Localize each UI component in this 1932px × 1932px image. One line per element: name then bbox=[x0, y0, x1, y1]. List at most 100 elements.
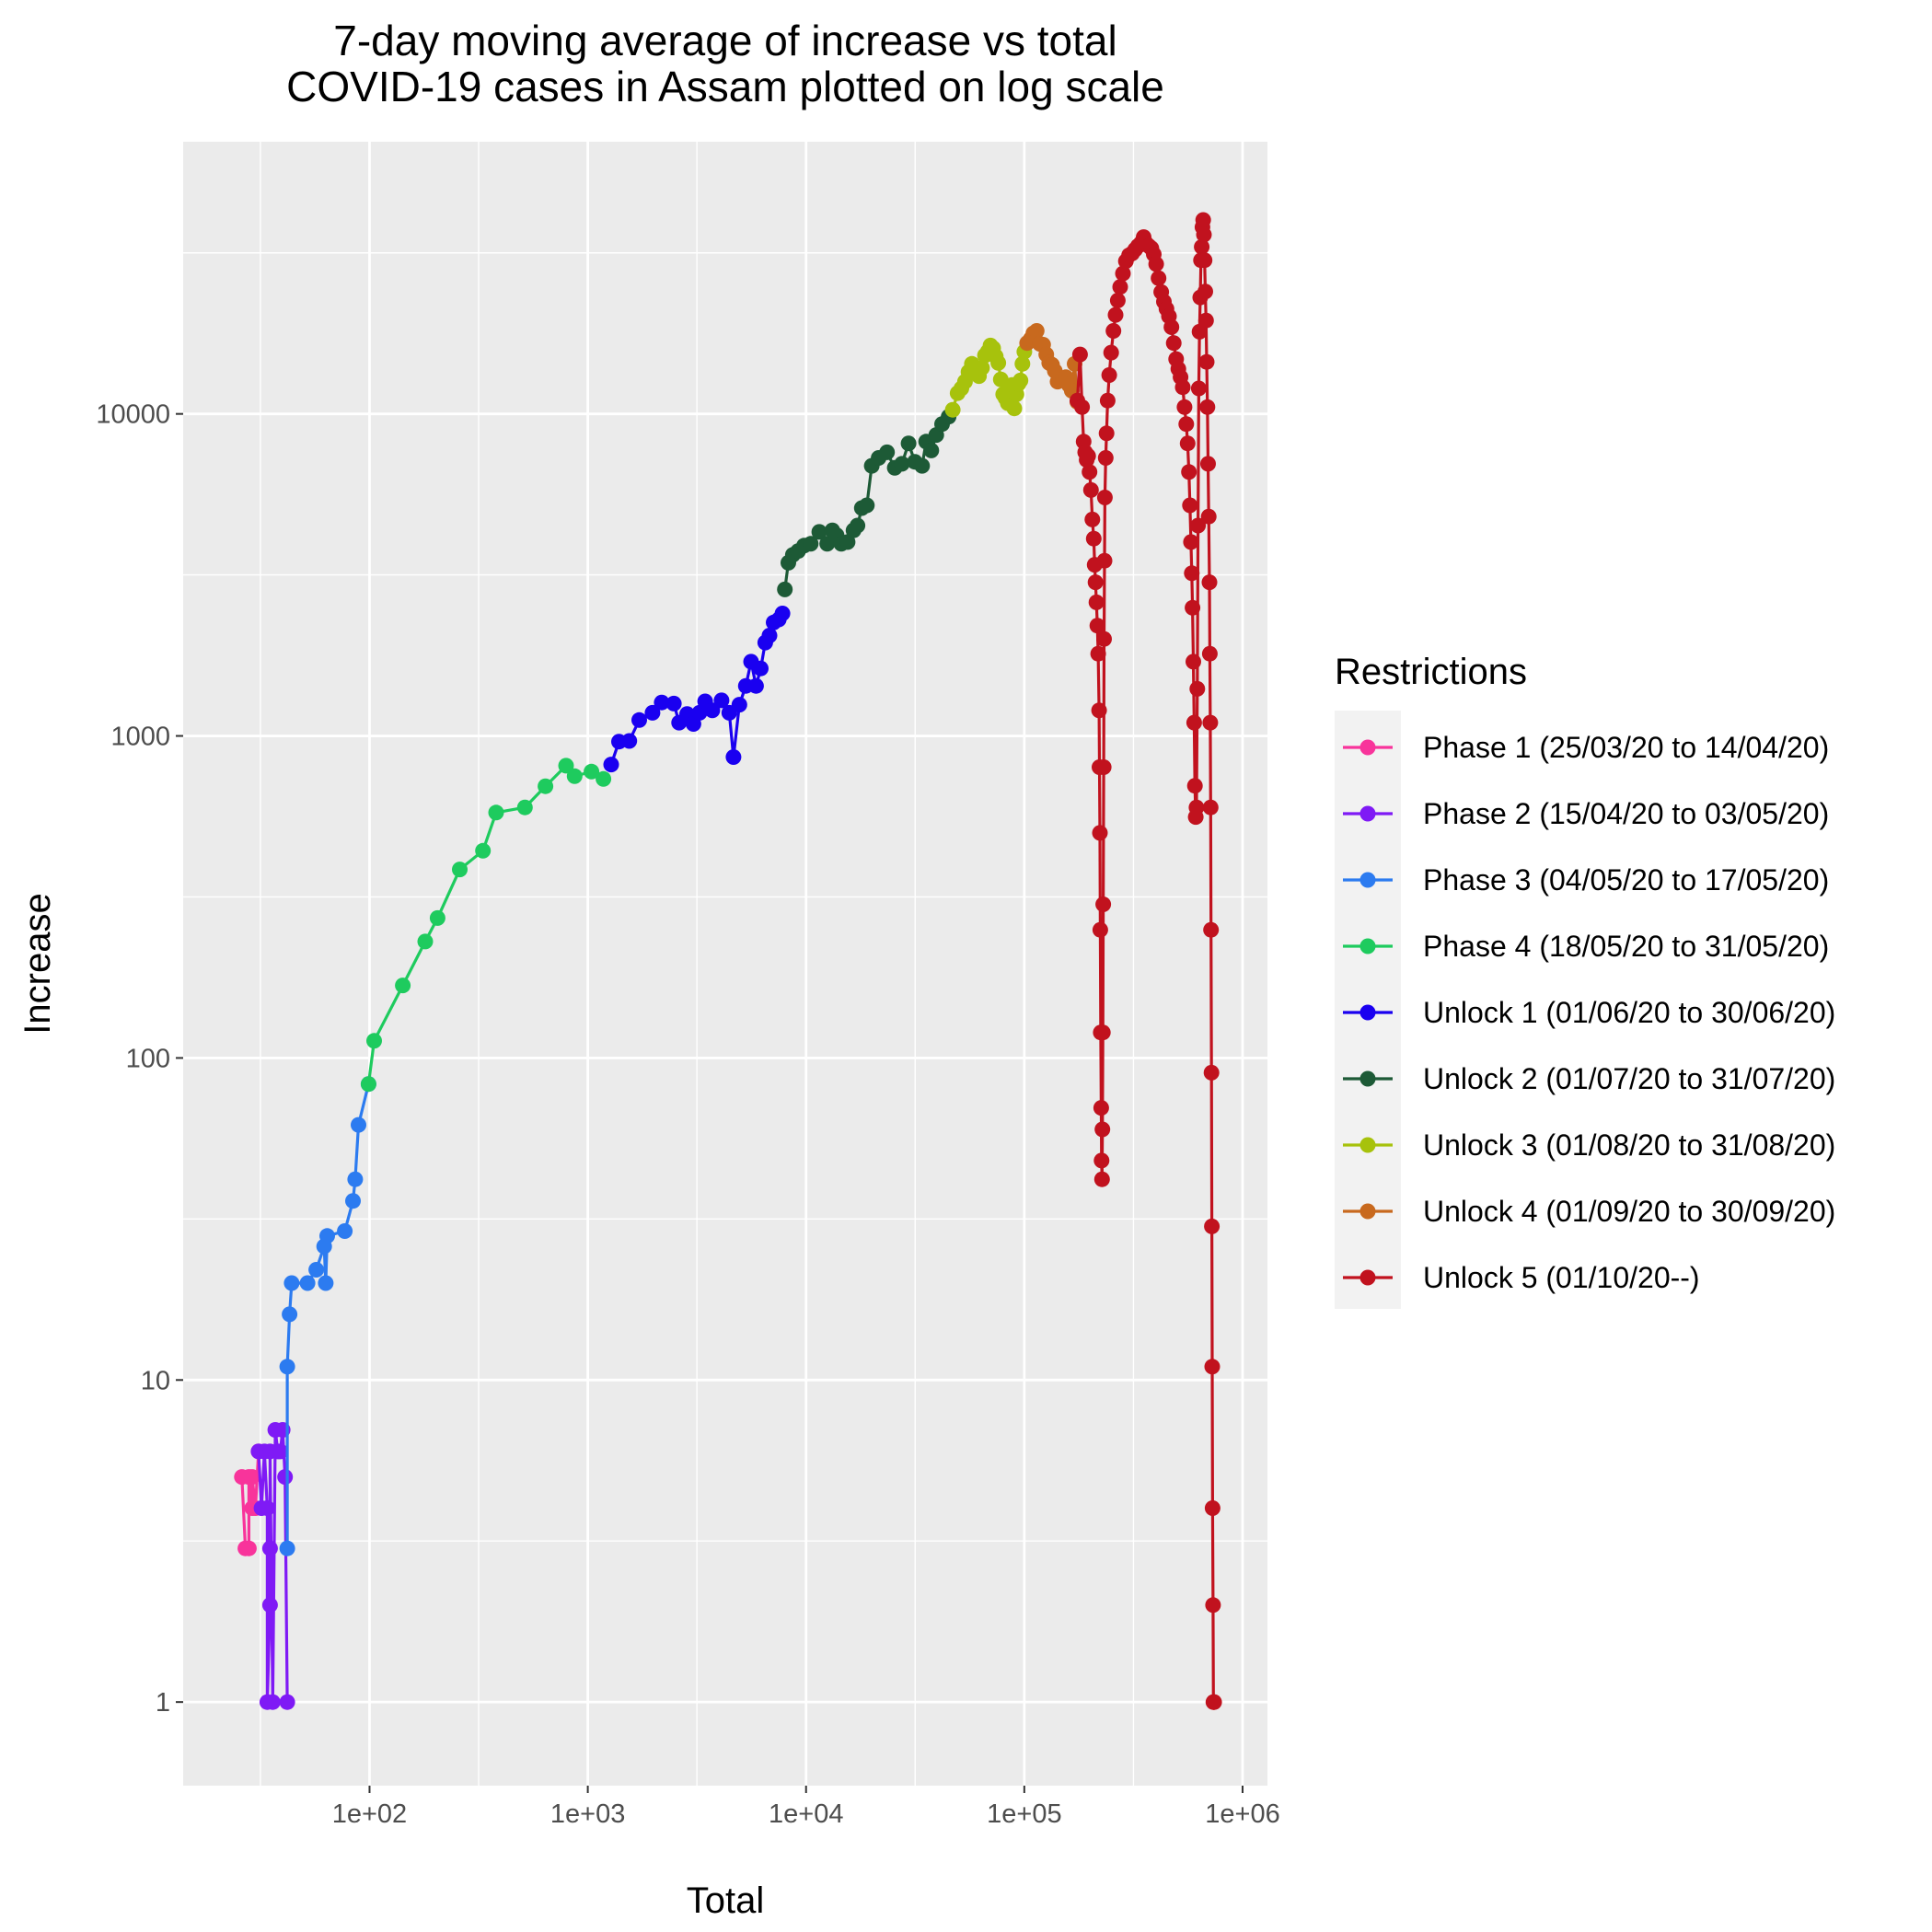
data-point bbox=[1112, 279, 1128, 295]
legend-key-point bbox=[1359, 739, 1376, 756]
data-point bbox=[1203, 1064, 1220, 1081]
legend-label: Phase 2 (15/04/20 to 03/05/20) bbox=[1423, 797, 1829, 830]
data-point bbox=[429, 909, 445, 926]
data-point bbox=[803, 536, 819, 552]
data-point bbox=[1202, 714, 1219, 731]
legend-label: Phase 3 (04/05/20 to 17/05/20) bbox=[1423, 863, 1829, 897]
data-point bbox=[596, 770, 612, 787]
data-point bbox=[1109, 293, 1126, 308]
data-point bbox=[1096, 631, 1112, 647]
data-point bbox=[1089, 618, 1105, 634]
data-point bbox=[990, 354, 1007, 371]
legend-item: Unlock 1 (01/06/20 to 30/06/20) bbox=[1343, 996, 1835, 1029]
data-point bbox=[277, 1469, 294, 1486]
legend-key-point bbox=[1359, 938, 1376, 954]
legend-key-point bbox=[1359, 1137, 1376, 1153]
data-point bbox=[1189, 680, 1206, 697]
data-point bbox=[1115, 265, 1131, 282]
data-point bbox=[1194, 238, 1210, 255]
y-axis-title: Increase bbox=[17, 893, 58, 1034]
data-point bbox=[283, 1275, 300, 1291]
data-point bbox=[1178, 416, 1195, 433]
x-tick-label: 1e+06 bbox=[1205, 1799, 1279, 1829]
data-point bbox=[894, 456, 910, 472]
data-point bbox=[1198, 353, 1215, 370]
data-point bbox=[974, 360, 990, 376]
plot-panel bbox=[183, 142, 1267, 1786]
data-point bbox=[259, 1500, 275, 1516]
data-point bbox=[1084, 511, 1101, 527]
legend-label: Unlock 3 (01/08/20 to 31/08/20) bbox=[1423, 1128, 1835, 1162]
data-point bbox=[240, 1540, 257, 1556]
data-point bbox=[299, 1275, 316, 1291]
data-point bbox=[1099, 392, 1116, 409]
data-point bbox=[261, 1597, 278, 1614]
data-point bbox=[584, 763, 600, 780]
data-point bbox=[713, 692, 730, 709]
data-point bbox=[360, 1076, 376, 1093]
data-point bbox=[261, 1540, 278, 1556]
data-point bbox=[914, 457, 931, 474]
data-point bbox=[1165, 335, 1182, 352]
legend-key-point bbox=[1359, 805, 1376, 822]
data-point bbox=[366, 1033, 382, 1049]
data-point bbox=[923, 442, 940, 458]
data-point bbox=[879, 444, 896, 460]
y-tick-label: 10 bbox=[141, 1366, 170, 1395]
x-axis-title: Total bbox=[687, 1880, 765, 1921]
data-point bbox=[1205, 1597, 1221, 1614]
legend-item: Unlock 2 (01/07/20 to 31/07/20) bbox=[1343, 1062, 1835, 1095]
data-point bbox=[1080, 447, 1096, 464]
data-point bbox=[395, 978, 411, 994]
data-point bbox=[654, 694, 670, 711]
data-point bbox=[1088, 594, 1105, 610]
data-point bbox=[1006, 400, 1023, 417]
y-tick-label: 1000 bbox=[110, 723, 170, 752]
data-point bbox=[644, 704, 661, 721]
data-point bbox=[1200, 456, 1216, 472]
data-point bbox=[777, 581, 793, 597]
minor-gridlines bbox=[183, 142, 1267, 1786]
x-axis: 1e+02 1e+03 1e+04 1e+05 1e+06 bbox=[332, 1786, 1280, 1829]
data-point bbox=[1183, 534, 1199, 550]
legend-item: Unlock 4 (01/09/20 to 30/09/20) bbox=[1343, 1195, 1835, 1228]
legend-label: Phase 4 (18/05/20 to 31/05/20) bbox=[1423, 930, 1829, 963]
data-point bbox=[1091, 702, 1107, 719]
series-4 bbox=[360, 758, 612, 1093]
y-axis: 1 10 100 1000 10000 bbox=[96, 400, 183, 1718]
x-tick-label: 1e+04 bbox=[769, 1799, 843, 1829]
legend-item: Phase 4 (18/05/20 to 31/05/20) bbox=[1343, 930, 1829, 963]
data-point bbox=[1082, 464, 1098, 480]
x-tick-label: 1e+02 bbox=[332, 1799, 407, 1829]
data-point bbox=[839, 534, 856, 550]
data-point bbox=[1094, 1121, 1111, 1138]
data-point bbox=[279, 1359, 295, 1375]
data-point bbox=[1201, 645, 1218, 662]
chart-title: 7-day moving average of increase vs tota… bbox=[286, 17, 1164, 110]
chart-title-line: COVID-19 cases in Assam plotted on log s… bbox=[286, 63, 1164, 110]
data-point bbox=[308, 1262, 325, 1278]
data-point bbox=[704, 702, 721, 719]
data-point bbox=[1105, 323, 1122, 339]
x-tick-label: 1e+05 bbox=[987, 1799, 1061, 1829]
data-point bbox=[566, 768, 583, 784]
legend-key-point bbox=[1359, 1004, 1376, 1021]
data-point bbox=[1204, 1218, 1221, 1234]
data-point bbox=[351, 1116, 366, 1133]
data-point bbox=[1101, 367, 1117, 383]
data-point bbox=[1197, 283, 1213, 300]
y-tick-label: 10000 bbox=[96, 400, 170, 430]
legend-key-point bbox=[1359, 1269, 1376, 1286]
data-point bbox=[1094, 1024, 1111, 1041]
data-point bbox=[631, 711, 647, 728]
data-point bbox=[1185, 599, 1201, 616]
data-point bbox=[475, 842, 492, 859]
data-point bbox=[1201, 574, 1218, 591]
series-5 bbox=[603, 606, 791, 773]
data-point bbox=[1202, 799, 1219, 816]
data-point bbox=[1082, 481, 1099, 498]
data-point bbox=[1179, 435, 1196, 452]
data-point bbox=[1190, 517, 1207, 534]
data-point bbox=[811, 524, 827, 540]
data-point bbox=[1176, 399, 1193, 415]
